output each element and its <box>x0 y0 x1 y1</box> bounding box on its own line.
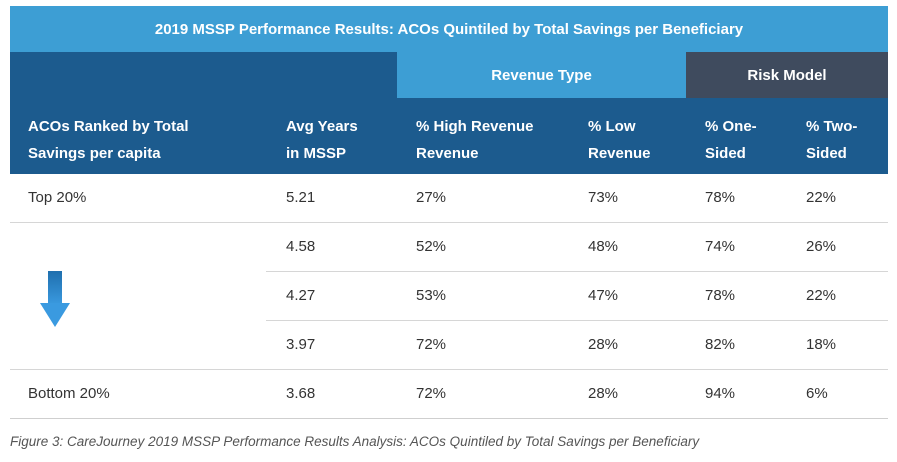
table-row: 4.58 52% 48% 74% 26% <box>10 223 888 271</box>
cell-years: 4.27 <box>286 287 316 304</box>
figure-caption: Figure 3: CareJourney 2019 MSSP Performa… <box>10 434 700 449</box>
column-header-rank-line2: Savings per capita <box>28 145 161 162</box>
column-header-two-sided: % Two- Sided <box>806 113 857 167</box>
column-header-one-line2: Sided <box>705 145 746 162</box>
column-header-years: Avg Years in MSSP <box>286 113 358 167</box>
table-row: Top 20% 5.21 27% 73% 78% 22% <box>10 174 888 222</box>
cell-two-sided: 6% <box>806 385 828 402</box>
column-header-row: ACOs Ranked by Total Savings per capita … <box>10 98 888 174</box>
column-header-two-line2: Sided <box>806 145 847 162</box>
cell-high-revenue: 72% <box>416 385 447 402</box>
column-header-two-line1: % Two- <box>806 118 858 135</box>
cell-two-sided: 22% <box>806 287 837 304</box>
cell-years: 4.58 <box>286 238 316 255</box>
column-header-low-revenue: % Low Revenue <box>588 113 651 167</box>
row-label: Bottom 20% <box>28 385 110 402</box>
table-row: Bottom 20% 3.68 72% 28% 94% 6% <box>10 370 888 418</box>
group-header-row: Revenue Type Risk Model <box>10 52 888 98</box>
row-divider <box>10 369 888 370</box>
cell-low-revenue: 48% <box>588 238 619 255</box>
table-row: 3.97 72% 28% 82% 18% <box>10 321 888 369</box>
group-header-blank <box>10 52 397 98</box>
row-label: Top 20% <box>28 189 87 206</box>
column-header-one-sided: % One- Sided <box>705 113 757 167</box>
column-header-rank-line1: ACOs Ranked by Total <box>28 118 189 135</box>
row-divider <box>10 222 888 223</box>
column-header-low-line1: % Low <box>588 118 636 135</box>
cell-low-revenue: 28% <box>588 385 619 402</box>
column-header-low-line2: Revenue <box>588 145 651 162</box>
cell-low-revenue: 73% <box>588 189 619 206</box>
column-header-rank: ACOs Ranked by Total Savings per capita <box>28 113 189 167</box>
cell-high-revenue: 72% <box>416 336 447 353</box>
cell-two-sided: 18% <box>806 336 837 353</box>
column-header-years-line2: in MSSP <box>286 145 347 162</box>
cell-years: 5.21 <box>286 189 316 206</box>
column-header-years-line1: Avg Years <box>286 118 358 135</box>
row-divider <box>266 271 888 272</box>
group-header-risk-model: Risk Model <box>686 52 888 98</box>
table-row: 4.27 53% 47% 78% 22% <box>10 272 888 320</box>
cell-one-sided: 94% <box>705 385 736 402</box>
cell-high-revenue: 27% <box>416 189 447 206</box>
column-header-one-line1: % One- <box>705 118 757 135</box>
row-divider <box>266 320 888 321</box>
column-header-high-line2: Revenue <box>416 145 479 162</box>
cell-low-revenue: 47% <box>588 287 619 304</box>
cell-low-revenue: 28% <box>588 336 619 353</box>
cell-one-sided: 78% <box>705 287 736 304</box>
down-arrow-icon <box>40 271 70 327</box>
cell-high-revenue: 53% <box>416 287 447 304</box>
column-header-high-revenue: % High Revenue Revenue <box>416 113 534 167</box>
results-table: 2019 MSSP Performance Results: ACOs Quin… <box>10 6 888 419</box>
table-bottom-border <box>10 418 888 419</box>
cell-one-sided: 78% <box>705 189 736 206</box>
column-header-high-line1: % High Revenue <box>416 118 534 135</box>
table-title: 2019 MSSP Performance Results: ACOs Quin… <box>10 6 888 52</box>
group-header-revenue-type: Revenue Type <box>397 52 686 98</box>
cell-years: 3.68 <box>286 385 316 402</box>
cell-one-sided: 82% <box>705 336 736 353</box>
cell-two-sided: 22% <box>806 189 837 206</box>
table-body: Top 20% 5.21 27% 73% 78% 22% 4.58 52% 48… <box>10 174 888 419</box>
cell-two-sided: 26% <box>806 238 837 255</box>
cell-years: 3.97 <box>286 336 316 353</box>
cell-one-sided: 74% <box>705 238 736 255</box>
cell-high-revenue: 52% <box>416 238 447 255</box>
